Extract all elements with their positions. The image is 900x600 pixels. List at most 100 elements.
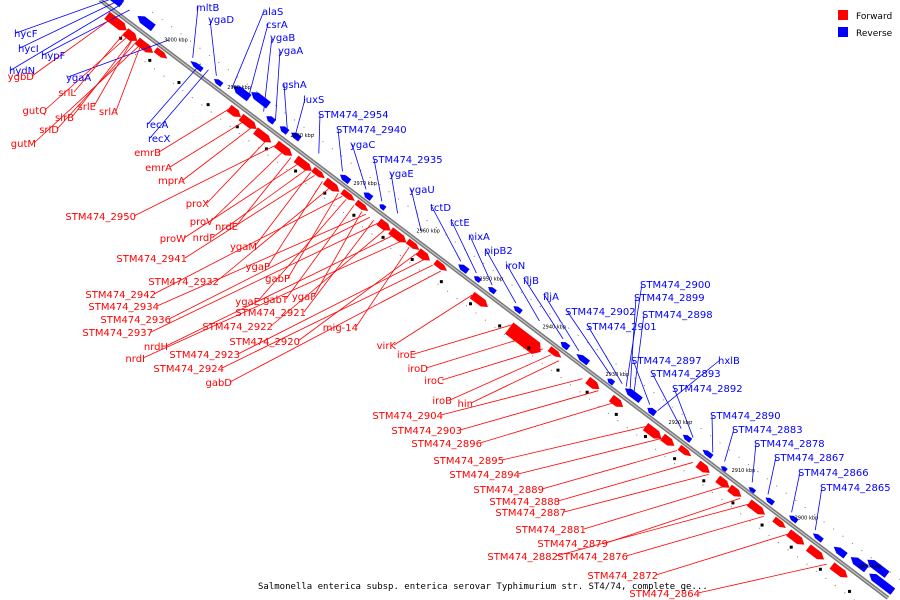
forward-gene-arrow [354, 199, 369, 212]
label-leader-line [470, 360, 560, 404]
reverse-gene-label: STM474_2900 [640, 280, 711, 291]
forward-gene-label: STM474_2876 [557, 552, 628, 563]
guide-dot [191, 97, 193, 99]
reverse-gene-arrow [458, 264, 470, 274]
forward-gene-label: ygbD [8, 72, 35, 83]
reverse-gene-label: STM474_2892 [672, 384, 743, 395]
misc-feature-mark [410, 258, 414, 262]
reverse-gene-label: pipB2 [484, 246, 513, 257]
guide-dot [153, 68, 156, 70]
guide-dot [237, 76, 239, 78]
forward-gene-label: ygaP [246, 262, 270, 273]
forward-gene-arrow [715, 475, 730, 488]
label-leader-line [449, 354, 552, 401]
guide-dot [199, 47, 201, 49]
label-leader-line [393, 294, 473, 346]
label-leader-line [285, 205, 355, 300]
misc-feature-mark [585, 390, 589, 394]
guide-dot [275, 105, 277, 107]
label-leader-line [156, 213, 366, 307]
reverse-gene-arrow [624, 388, 643, 404]
label-leader-line [182, 127, 252, 181]
reverse-gene-arrow [867, 559, 890, 578]
reverse-gene-label: STM474_2935 [372, 155, 443, 166]
reverse-gene-arrow [279, 126, 290, 135]
reverse-gene-label: ygaA [66, 73, 91, 84]
reverse-gene-arrow [266, 116, 277, 125]
forward-gene-label: srlD [39, 125, 59, 136]
label-leader-line [149, 69, 209, 139]
guide-dot [503, 333, 505, 336]
label-leader-line [19, 0, 119, 49]
guide-dot [740, 513, 742, 515]
forward-gene-label: STM474_2941 [116, 254, 187, 265]
reverse-gene-label: iroN [505, 261, 525, 272]
guide-dot [673, 463, 676, 465]
forward-gene-label: emrA [145, 163, 172, 174]
scale-tick-label: 2940 kbp [542, 324, 566, 330]
guide-dot [787, 549, 789, 551]
misc-feature-mark [643, 435, 647, 439]
guide-dot [777, 541, 780, 544]
guide-dot [152, 11, 154, 13]
guide-dot [189, 40, 192, 42]
label-leader-line [133, 145, 276, 217]
guide-dot [456, 297, 458, 300]
forward-gene-label: STM474_2950 [65, 212, 136, 223]
forward-gene-label: STM474_2936 [100, 315, 171, 326]
label-leader-line [15, 0, 110, 34]
label-leader-line [469, 235, 493, 286]
forward-gene-label: STM474_2920 [229, 337, 300, 348]
reverse-gene-arrow [291, 132, 302, 142]
forward-gene-label: mig-14 [323, 323, 358, 334]
label-leader-line [625, 283, 643, 387]
reverse-gene-arrow [560, 342, 571, 351]
guide-dot [785, 492, 787, 494]
forward-gene-label: nrdI [125, 354, 145, 365]
label-leader-line [231, 10, 265, 88]
label-leader-line [524, 279, 564, 340]
label-leader-line [655, 533, 788, 576]
forward-gene-arrow [829, 562, 848, 578]
label-leader-line [724, 428, 735, 462]
label-leader-line [192, 6, 199, 58]
guide-dot [795, 499, 797, 501]
reverse-gene-label: tctD [430, 203, 451, 214]
guide-dot [293, 119, 296, 121]
label-leader-line [270, 228, 386, 327]
label-leader-line [373, 158, 383, 202]
label-leader-line [254, 172, 311, 247]
label-leader-line [31, 19, 110, 77]
forward-gene-label: STM474_2904 [372, 411, 443, 422]
misc-feature-mark [469, 302, 473, 306]
forward-gene-arrow [746, 499, 765, 515]
label-leader-line [583, 485, 725, 530]
guide-dot [305, 183, 307, 185]
scale-tick-label: 2970 kbp [353, 181, 377, 187]
legend-forward-swatch [838, 10, 848, 20]
guide-dot [588, 398, 591, 400]
reverse-gene-label: STM474_2893 [650, 369, 721, 380]
label-leader-line [229, 270, 441, 383]
reverse-gene-arrow [137, 15, 156, 32]
guide-dot [655, 448, 657, 450]
reverse-gene-arrow [213, 78, 224, 87]
label-leader-line [147, 63, 201, 125]
guide-dot [766, 478, 768, 480]
guide-dot [276, 161, 278, 163]
scale-ticks: 3000 kbp 2990 kbp 2980 kbp 2970 kbp 2960 kbp… [164, 37, 881, 569]
label-leader-line [247, 23, 269, 100]
guide-dot [823, 521, 825, 523]
reverse-gene-label: ygaE [389, 169, 414, 180]
label-leader-line [791, 471, 801, 513]
guide-dot [683, 470, 685, 472]
forward-gene-label: STM474_2894 [449, 470, 520, 481]
reverse-gene-label: ygaD [208, 15, 234, 26]
reverse-gene-label: STM474_2899 [634, 293, 705, 304]
forward-gene-label: iroB [432, 396, 452, 407]
reverse-gene-label: hydN [9, 66, 35, 77]
reverse-gene-label: ygaC [350, 140, 375, 151]
guide-dot [238, 132, 241, 135]
reverse-gene-label: hycF [14, 29, 38, 40]
reverse-gene-label: hypF [41, 51, 66, 62]
